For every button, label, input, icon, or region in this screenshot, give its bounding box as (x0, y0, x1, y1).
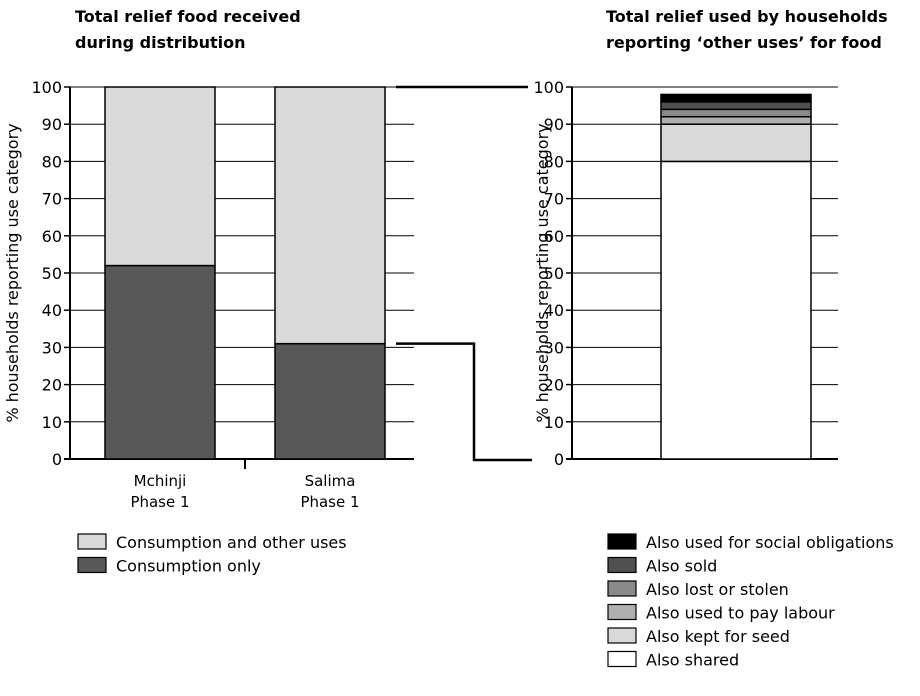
legend-label: Also kept for seed (646, 627, 790, 646)
legend-label: Also lost or stolen (646, 580, 789, 599)
y-tick-label: 0 (52, 450, 62, 469)
x-category-label: Salima (305, 472, 356, 490)
y-tick-label: 100 (31, 78, 62, 97)
legend-swatch (607, 556, 637, 574)
legend-swatch (77, 533, 107, 550)
y-tick-label: 10 (544, 413, 564, 432)
x-category-label: Phase 1 (130, 493, 189, 511)
legend-swatch (607, 650, 637, 668)
y-tick-label: 50 (544, 264, 564, 283)
y-tick-label: 20 (42, 376, 62, 395)
bar-segment (660, 116, 812, 125)
legend-label: Also used for social obligations (646, 533, 894, 552)
chart-title-line: reporting ‘other uses’ for food (606, 33, 882, 52)
y-tick-label: 30 (544, 338, 564, 357)
connector-line-bottom (396, 342, 532, 462)
y-tick-label: 80 (42, 152, 62, 171)
legend-swatch (607, 603, 637, 621)
legend-label: Also sold (646, 557, 717, 576)
legend-swatch (607, 627, 637, 644)
y-axis-title: % households reporting use category (3, 123, 22, 422)
y-tick-label: 60 (42, 227, 62, 246)
legend-swatch (607, 533, 637, 550)
y-tick-label: 40 (544, 301, 564, 320)
y-tick-label: 90 (544, 115, 564, 134)
y-tick-label: 10 (42, 413, 62, 432)
bar-segment (660, 101, 812, 111)
y-tick-label: 30 (42, 338, 62, 357)
y-tick-label: 40 (42, 301, 62, 320)
bar-segment (104, 264, 216, 460)
chart-title-line: Total relief food received (75, 7, 301, 26)
legend-swatch (77, 556, 107, 574)
legend-label: Consumption and other uses (116, 533, 347, 552)
y-tick-label: 50 (42, 264, 62, 283)
legend-label: Also used to pay labour (646, 604, 835, 623)
bar-segment (660, 160, 812, 460)
bar-segment (660, 123, 812, 163)
y-tick-label: 70 (544, 190, 564, 209)
legend-swatch (607, 580, 637, 597)
bar-segment (660, 93, 812, 103)
bar-segment (274, 86, 386, 345)
x-category-label: Mchinji (134, 472, 187, 490)
y-tick-label: 20 (544, 376, 564, 395)
y-tick-label: 0 (554, 450, 564, 469)
y-axis-title: % households reporting use category (533, 123, 552, 422)
y-tick-label: 70 (42, 190, 62, 209)
legend-label: Consumption only (116, 557, 261, 576)
y-tick-label: 60 (544, 227, 564, 246)
x-category-label: Phase 1 (300, 493, 359, 511)
y-tick-label: 100 (533, 78, 564, 97)
chart-title-line: during distribution (75, 33, 245, 52)
bar-segment (104, 86, 216, 267)
y-tick-label: 90 (42, 115, 62, 134)
y-tick-label: 80 (544, 152, 564, 171)
bar-segment (660, 108, 812, 118)
bar-segment (274, 342, 386, 460)
chart-title-line: Total relief used by households (606, 7, 888, 26)
legend-label: Also shared (646, 651, 739, 670)
